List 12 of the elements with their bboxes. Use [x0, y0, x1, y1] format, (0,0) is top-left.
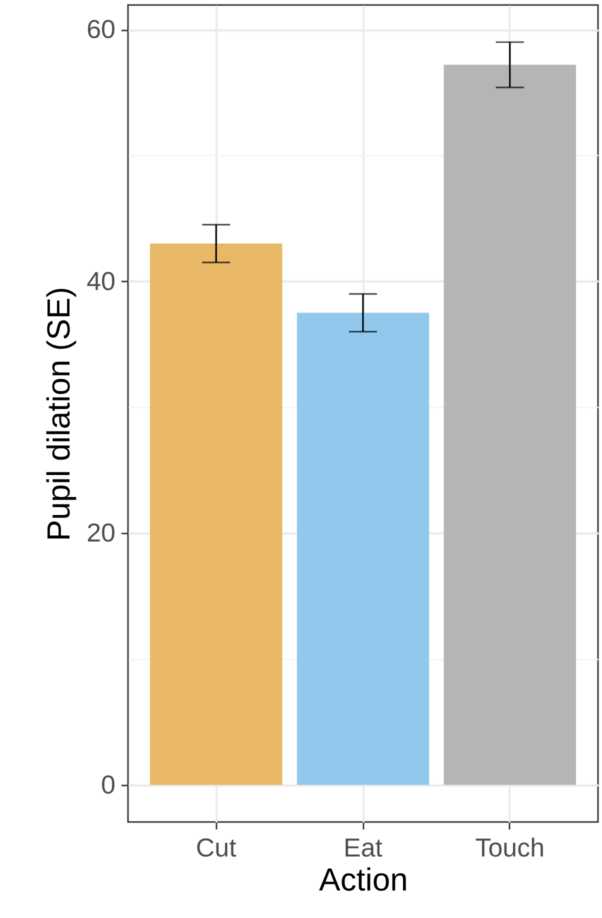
x-tick-label: Touch — [475, 832, 545, 862]
x-axis-title: Action — [319, 862, 408, 898]
y-tick-label: 20 — [86, 518, 116, 548]
bar — [296, 312, 430, 785]
bar — [150, 244, 282, 785]
y-tick-label: 60 — [86, 14, 116, 44]
x-tick-label: Eat — [343, 832, 384, 862]
bar — [444, 64, 576, 785]
y-tick-label: 40 — [86, 266, 116, 296]
y-tick-label: 0 — [101, 769, 116, 800]
x-tick-label: Cut — [196, 832, 238, 862]
y-axis-title: Pupil dilation (SE) — [40, 286, 77, 542]
